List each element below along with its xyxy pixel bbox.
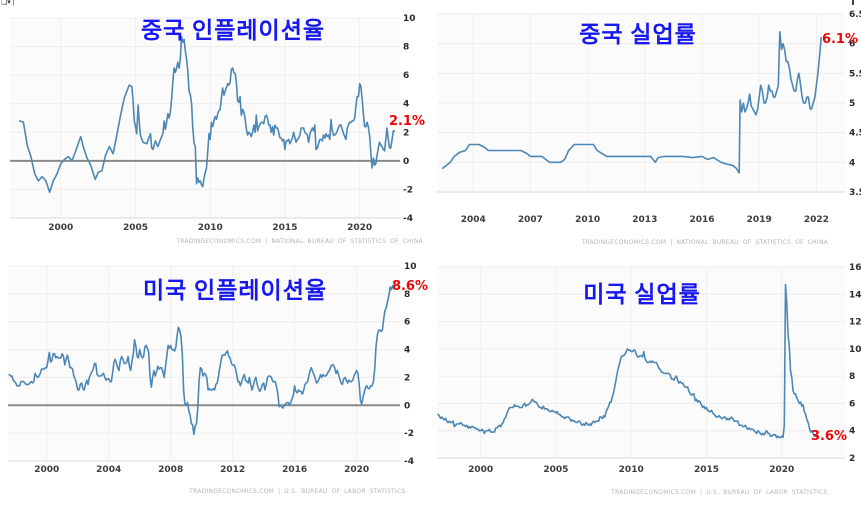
- svg-text:-4: -4: [404, 457, 414, 467]
- svg-text:6: 6: [403, 71, 409, 81]
- svg-text:2012: 2012: [220, 465, 245, 475]
- current-value-label: 8.6%: [391, 278, 428, 294]
- chart-title-us-unemployment: 미국 실업률: [583, 282, 701, 307]
- svg-text:5.5: 5.5: [849, 69, 861, 79]
- svg-text:2: 2: [849, 454, 855, 464]
- svg-text:-2: -2: [404, 429, 414, 439]
- source-attribution: TRADINGECONOMICS.COM | U.S. BUREAU OF LA…: [188, 488, 405, 495]
- svg-text:2004: 2004: [461, 215, 486, 225]
- svg-text:2005: 2005: [123, 223, 148, 233]
- svg-text:2010: 2010: [575, 215, 600, 225]
- svg-text:2020: 2020: [347, 223, 372, 233]
- svg-text:6: 6: [849, 399, 855, 409]
- source-attribution: TRADINGECONOMICS.COM | U.S. BUREAU OF LA…: [610, 489, 827, 496]
- cropped-ui-artifact-top-left: ❑▾❘: [1, 0, 17, 6]
- us-inflation-plot: 10 8 6 4 2 0 -2 -4 2000 2004 2008 2012 2016 2020: [8, 262, 417, 475]
- svg-text:0: 0: [403, 157, 409, 167]
- svg-text:6.5: 6.5: [849, 10, 861, 20]
- svg-text:2010: 2010: [198, 223, 223, 233]
- svg-text:2016: 2016: [282, 465, 307, 475]
- svg-text:2022: 2022: [804, 215, 829, 225]
- source-attribution: TRADINGECONOMICS.COM | NATIONAL BUREAU O…: [176, 238, 423, 245]
- china-unemployment-plot: 6.5 6 5.5 5 4.5 4 3.5 2004 2007 2010 2013 2016 2019 2…: [437, 10, 861, 225]
- svg-text:2020: 2020: [769, 465, 794, 475]
- cropped-ui-artifact-top-right: [852, 0, 854, 5]
- svg-text:8: 8: [403, 43, 409, 53]
- svg-text:4: 4: [849, 427, 855, 437]
- svg-text:2005: 2005: [543, 465, 568, 475]
- svg-text:2: 2: [403, 128, 409, 138]
- svg-text:2000: 2000: [48, 223, 73, 233]
- current-value-label: 6.1%: [821, 31, 858, 47]
- svg-text:10: 10: [403, 14, 416, 24]
- svg-text:10: 10: [404, 262, 417, 272]
- svg-text:0: 0: [404, 401, 410, 411]
- svg-text:5: 5: [849, 99, 855, 109]
- china-inflation-rate-chart: 10 8 6 4 2 0 -2 -4 2000 2005 2010 2015 2020 중국 인플레이션…: [0, 0, 430, 261]
- svg-text:2000: 2000: [34, 465, 59, 475]
- china-unemployment-rate-chart: 6.5 6 5.5 5 4.5 4 3.5 2004 2007 2010 2013 2016 2019 2…: [430, 0, 861, 261]
- svg-text:2020: 2020: [344, 465, 369, 475]
- china-inflation-plot: 10 8 6 4 2 0 -2 -4 2000 2005 2010 2015 2020: [10, 14, 416, 233]
- us-unemployment-plot: 16 14 12 10 8 6 4 2 2000 2005 2010 2015 2020: [437, 263, 861, 475]
- svg-text:2016: 2016: [689, 215, 714, 225]
- svg-text:16: 16: [849, 263, 861, 273]
- svg-text:2004: 2004: [96, 465, 121, 475]
- us-unemployment-rate-chart: 16 14 12 10 8 6 4 2 2000 2005 2010 2015 2020 미국 실업률 …: [430, 261, 861, 522]
- source-attribution: TRADINGECONOMICS.COM | NATIONAL BUREAU O…: [581, 239, 828, 246]
- svg-text:2015: 2015: [272, 223, 297, 233]
- svg-text:2: 2: [404, 373, 410, 383]
- svg-text:-2: -2: [403, 185, 413, 195]
- current-value-label: 3.6%: [810, 429, 847, 445]
- chart-title-us-inflation: 미국 인플레이션율: [142, 278, 328, 303]
- svg-text:4: 4: [404, 346, 410, 356]
- svg-text:4.5: 4.5: [849, 129, 861, 139]
- svg-text:2010: 2010: [619, 465, 644, 475]
- svg-text:2008: 2008: [158, 465, 183, 475]
- svg-text:8: 8: [849, 372, 855, 382]
- svg-text:-4: -4: [403, 214, 413, 224]
- svg-text:2013: 2013: [632, 215, 657, 225]
- svg-text:4: 4: [403, 100, 409, 110]
- svg-text:2015: 2015: [694, 465, 719, 475]
- svg-text:6: 6: [849, 40, 855, 50]
- svg-text:2000: 2000: [468, 465, 493, 475]
- svg-text:2019: 2019: [747, 215, 772, 225]
- current-value-label: 2.1%: [388, 113, 425, 129]
- svg-text:6: 6: [404, 318, 410, 328]
- svg-text:2007: 2007: [518, 215, 543, 225]
- svg-text:3.5: 3.5: [849, 188, 861, 198]
- svg-text:12: 12: [849, 318, 861, 328]
- svg-text:14: 14: [849, 290, 861, 300]
- chart-title-china-inflation: 중국 인플레이션율: [140, 18, 326, 43]
- svg-text:4: 4: [849, 158, 855, 168]
- chart-title-china-unemployment: 중국 실업률: [579, 22, 697, 47]
- svg-text:8: 8: [404, 290, 410, 300]
- svg-text:10: 10: [849, 345, 861, 355]
- us-inflation-rate-chart: 10 8 6 4 2 0 -2 -4 2000 2004 2008 2012 2016 2020 미국 인…: [0, 261, 430, 522]
